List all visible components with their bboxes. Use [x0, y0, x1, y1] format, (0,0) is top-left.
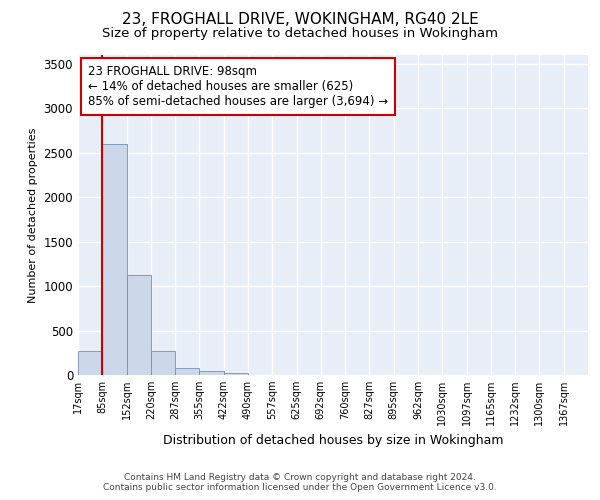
Bar [199, 372, 224, 375]
Text: Contains HM Land Registry data © Crown copyright and database right 2024.
Contai: Contains HM Land Registry data © Crown c… [103, 473, 497, 492]
Bar [127, 274, 151, 375]
Text: Size of property relative to detached houses in Wokingham: Size of property relative to detached ho… [102, 28, 498, 40]
Bar [175, 368, 199, 375]
Bar [78, 351, 102, 375]
Y-axis label: Number of detached properties: Number of detached properties [28, 128, 38, 302]
X-axis label: Distribution of detached houses by size in Wokingham: Distribution of detached houses by size … [163, 434, 503, 446]
Bar [151, 350, 175, 375]
Bar [224, 373, 248, 375]
Text: 23 FROGHALL DRIVE: 98sqm
← 14% of detached houses are smaller (625)
85% of semi-: 23 FROGHALL DRIVE: 98sqm ← 14% of detach… [88, 64, 388, 108]
Text: 23, FROGHALL DRIVE, WOKINGHAM, RG40 2LE: 23, FROGHALL DRIVE, WOKINGHAM, RG40 2LE [122, 12, 478, 28]
Bar [102, 144, 127, 375]
